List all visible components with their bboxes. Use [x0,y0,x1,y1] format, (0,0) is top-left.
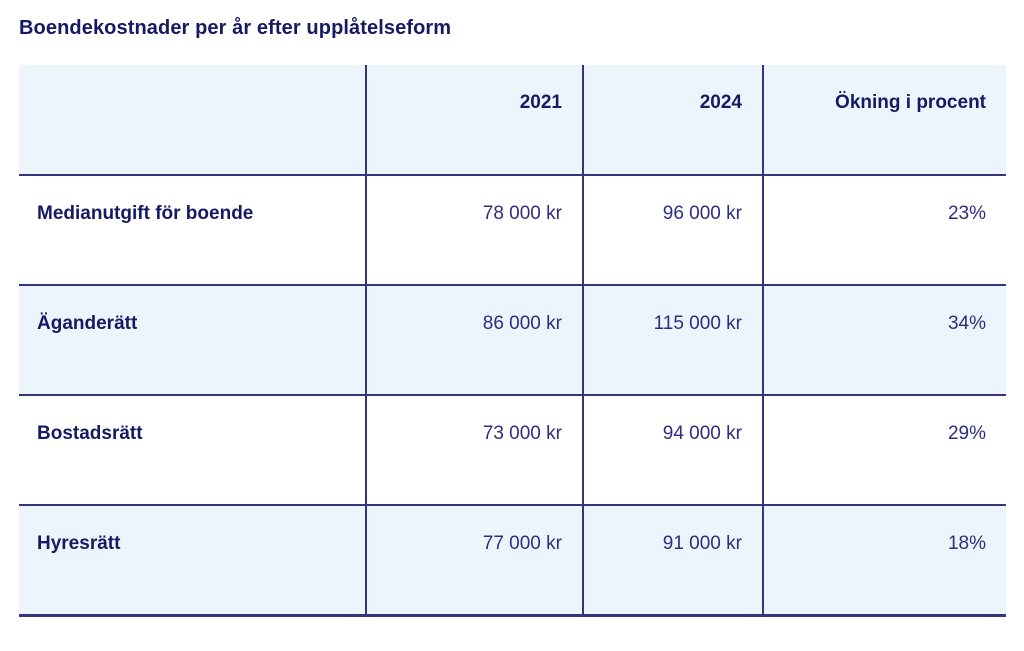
table-row: Medianutgift för boende 78 000 kr 96 000… [19,175,1006,285]
page-title: Boendekostnader per år efter upplåtelsef… [19,17,452,39]
value-2024: 96 000 kr [582,175,763,285]
header-empty-cell [19,65,366,175]
table-row: Bostadsrätt 73 000 kr 94 000 kr 29% [19,395,1006,505]
row-label: Äganderätt [37,313,138,334]
value-2024: 91 000 kr [582,505,763,615]
value-increase: 18% [762,505,1006,615]
header-col-2021: 2021 [365,65,583,175]
value-2021: 78 000 kr [365,175,583,285]
header-col-increase: Ökning i procent [762,65,1006,175]
housing-costs-table: 2021 2024 Ökning i procent Medianutgift … [19,65,1006,617]
value-increase: 34% [762,285,1006,395]
value-increase: 29% [762,395,1006,505]
value-2021: 77 000 kr [365,505,583,615]
value-2021: 73 000 kr [365,395,583,505]
table-row: Hyresrätt 77 000 kr 91 000 kr 18% [19,505,1006,615]
table-row: Äganderätt 86 000 kr 115 000 kr 34% [19,285,1006,395]
value-increase: 23% [762,175,1006,285]
value-2024: 115 000 kr [582,285,763,395]
header-col-2024: 2024 [582,65,763,175]
row-label: Bostadsrätt [37,423,143,444]
row-label: Medianutgift för boende [37,203,254,224]
value-2021: 86 000 kr [365,285,583,395]
value-2024: 94 000 kr [582,395,763,505]
table-header-row: 2021 2024 Ökning i procent [19,65,1006,175]
row-label: Hyresrätt [37,533,121,554]
